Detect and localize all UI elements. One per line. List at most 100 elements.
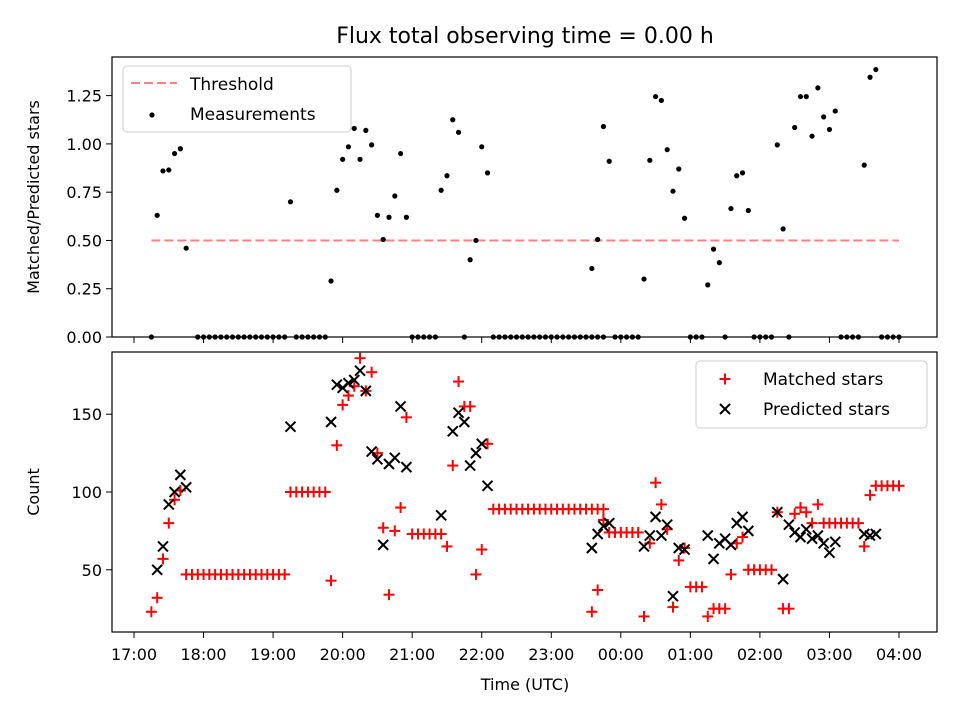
measurement-point bbox=[537, 334, 543, 340]
measurement-point bbox=[403, 214, 409, 220]
measurement-point bbox=[247, 334, 253, 340]
measurement-point bbox=[166, 167, 172, 173]
y-tick-label: 1.00 bbox=[66, 135, 102, 154]
matched-star-point bbox=[383, 589, 395, 601]
y-tick-label: 50 bbox=[82, 561, 102, 580]
x-b bbox=[331, 378, 343, 391]
measurement-point bbox=[595, 236, 601, 243]
x-b bbox=[371, 453, 384, 466]
y-axis-label: Count bbox=[24, 468, 43, 516]
x-tick-label: 18:00 bbox=[180, 645, 226, 664]
matched-star-point bbox=[157, 553, 169, 565]
x-b bbox=[736, 511, 749, 523]
matched-star-point bbox=[725, 568, 737, 580]
matched-star-point bbox=[789, 508, 801, 520]
measurement-point bbox=[386, 214, 392, 220]
measurement-point bbox=[183, 245, 189, 251]
measurement-point bbox=[641, 276, 647, 282]
measurement-point bbox=[455, 129, 462, 135]
matched-star-point bbox=[667, 601, 679, 613]
x-tick-label: 21:00 bbox=[389, 645, 435, 664]
bottom-panel: 50 100 150 Count 17:00 18:00 19:00 20:00 21:00 22… bbox=[24, 351, 938, 694]
x-b bbox=[771, 506, 784, 518]
x-b bbox=[348, 374, 360, 386]
measurement-point bbox=[357, 156, 363, 162]
x-b bbox=[673, 542, 685, 554]
predicted-star-point bbox=[771, 506, 784, 518]
measurement-point bbox=[647, 157, 653, 163]
measurement-point bbox=[200, 334, 207, 340]
measurement-point bbox=[479, 144, 485, 150]
legend-predicted-swatch bbox=[719, 403, 731, 415]
measurement-point bbox=[519, 334, 525, 340]
matched-star-point bbox=[766, 564, 777, 576]
x-b bbox=[458, 416, 471, 428]
matched-star-point bbox=[354, 352, 366, 364]
matched-star-point bbox=[673, 554, 685, 566]
x-b bbox=[591, 528, 604, 540]
measurement-point bbox=[774, 142, 780, 148]
x-b bbox=[400, 461, 413, 473]
measurement-point bbox=[751, 334, 757, 340]
measurement-point bbox=[299, 334, 305, 340]
predicted-star-point bbox=[447, 425, 459, 438]
x-tick-label: 22:00 bbox=[459, 645, 505, 664]
measurement-point bbox=[699, 334, 705, 340]
measurement-point bbox=[786, 334, 792, 340]
measurement-point bbox=[508, 334, 514, 340]
matched-star-point bbox=[325, 575, 337, 587]
x-b bbox=[661, 518, 673, 531]
measurement-point bbox=[229, 334, 236, 340]
predicted-star-point bbox=[655, 529, 668, 542]
measurement-point bbox=[363, 127, 369, 133]
matched-star-point bbox=[169, 494, 181, 506]
y-tick-label: 100 bbox=[71, 483, 102, 502]
measurement-point bbox=[351, 125, 357, 132]
measurement-point bbox=[426, 334, 433, 340]
measurement-point bbox=[264, 334, 270, 340]
measurement-point bbox=[496, 334, 502, 340]
x-b bbox=[354, 364, 366, 377]
measurement-point bbox=[282, 334, 288, 340]
measurement-point bbox=[624, 334, 630, 340]
measurement-point bbox=[884, 334, 891, 340]
measurement-point bbox=[595, 334, 601, 340]
predicted-star-point bbox=[591, 528, 604, 540]
measurement-point bbox=[583, 334, 589, 340]
matched-star-point bbox=[453, 376, 465, 388]
measurement-point bbox=[484, 170, 491, 176]
x-tick-label: 19:00 bbox=[250, 645, 296, 664]
measurement-point bbox=[270, 334, 276, 340]
measurement-point bbox=[345, 144, 352, 150]
predicted-star-point bbox=[365, 445, 378, 458]
x-b bbox=[452, 406, 465, 419]
matched-star-point bbox=[806, 517, 818, 529]
matched-star-point bbox=[858, 540, 870, 552]
x-b bbox=[389, 452, 401, 464]
x-b bbox=[702, 529, 714, 542]
measurement-point bbox=[867, 74, 873, 80]
top-legend: Threshold Measurements bbox=[122, 65, 352, 133]
predicted-star-point bbox=[325, 416, 337, 428]
measurement-point bbox=[670, 188, 676, 194]
predicted-star-point bbox=[678, 543, 691, 556]
matched-star-point bbox=[632, 526, 644, 538]
predicted-star-point bbox=[163, 498, 175, 511]
predicted-star-point bbox=[394, 400, 407, 413]
x-b bbox=[829, 536, 841, 548]
measurement-point bbox=[676, 166, 682, 172]
measurement-point bbox=[606, 158, 612, 164]
x-b bbox=[823, 546, 836, 559]
measurement-point bbox=[548, 334, 554, 340]
x-b bbox=[707, 553, 720, 565]
x-tick-label: 04:00 bbox=[876, 645, 922, 664]
predicted-star-point bbox=[476, 438, 488, 450]
measurement-point bbox=[392, 193, 398, 199]
measurement-point bbox=[838, 334, 844, 340]
predicted-star-point bbox=[360, 385, 372, 397]
x-b bbox=[794, 531, 807, 543]
measurement-point bbox=[311, 334, 317, 340]
matched-star-point bbox=[679, 542, 691, 554]
measurement-point bbox=[293, 334, 299, 340]
